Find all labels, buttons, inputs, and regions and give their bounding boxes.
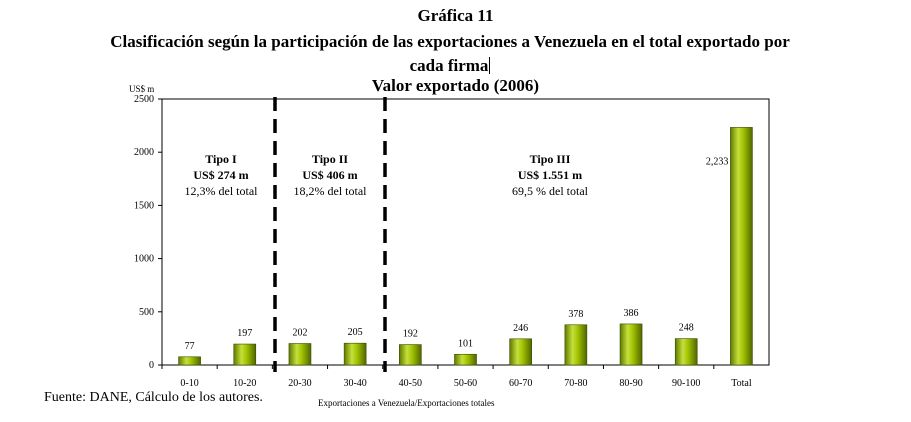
bar-value-label: 205 bbox=[348, 327, 363, 338]
bar bbox=[399, 344, 422, 366]
group-share: 69,5 % del total bbox=[512, 184, 589, 198]
bar bbox=[509, 338, 532, 366]
bar bbox=[674, 338, 698, 366]
group-share: 12,3% del total bbox=[185, 184, 259, 198]
group-name: Tipo I bbox=[205, 152, 237, 166]
bar-value-label: 192 bbox=[403, 329, 418, 340]
group-value: US$ 274 m bbox=[193, 168, 248, 182]
bar-value-label: 2,233 bbox=[706, 156, 729, 167]
x-tick-label: 50-60 bbox=[454, 378, 477, 389]
bar bbox=[288, 343, 312, 366]
x-tick-label: 60-70 bbox=[509, 378, 532, 389]
bar-value-label: 77 bbox=[185, 341, 195, 352]
x-tick-label: 30-40 bbox=[343, 378, 366, 389]
bar-value-label: 386 bbox=[624, 308, 639, 319]
y-axis-label: US$ m bbox=[129, 84, 154, 94]
bar-value-label: 202 bbox=[292, 328, 307, 339]
x-axis-label: Exportaciones a Venezuela/Exportaciones … bbox=[318, 398, 495, 408]
x-tick-label: 0-10 bbox=[180, 378, 198, 389]
source-note: Fuente: DANE, Cálculo de los autores. bbox=[44, 390, 263, 405]
x-tick-label: 70-80 bbox=[564, 378, 587, 389]
y-tick-label: 1500 bbox=[134, 200, 154, 211]
y-tick-label: 0 bbox=[149, 360, 154, 371]
group-name: Tipo II bbox=[312, 152, 348, 166]
x-tick-label: Total bbox=[731, 378, 752, 389]
group-value: US$ 406 m bbox=[302, 168, 357, 182]
bar-value-label: 248 bbox=[679, 323, 694, 334]
x-tick-label: 10-20 bbox=[233, 378, 256, 389]
text-cursor bbox=[489, 57, 491, 74]
chart-title-line2-text: cada firma bbox=[409, 56, 489, 75]
bar bbox=[454, 353, 477, 366]
y-tick-label: 2000 bbox=[134, 147, 154, 158]
bar bbox=[619, 323, 643, 366]
y-tick-label: 1000 bbox=[134, 254, 154, 265]
group-share: 18,2% del total bbox=[294, 184, 368, 198]
bar bbox=[178, 356, 201, 366]
x-tick-label: 40-50 bbox=[399, 378, 422, 389]
y-tick-label: 500 bbox=[139, 307, 154, 318]
bar-value-label: 246 bbox=[513, 323, 528, 334]
chart-number-title: Gráfica 11 bbox=[417, 6, 494, 25]
chart-subtitle: Valor exportado (2006) bbox=[371, 76, 540, 95]
bar bbox=[233, 343, 257, 366]
bar-value-label: 197 bbox=[237, 328, 252, 339]
bar-value-label: 378 bbox=[568, 309, 583, 320]
x-tick-label: 20-30 bbox=[288, 378, 311, 389]
bar-value-label: 101 bbox=[458, 338, 473, 349]
x-tick-label: 80-90 bbox=[619, 378, 642, 389]
bar bbox=[343, 342, 367, 366]
chart-title-line1: Clasificación según la participación de … bbox=[110, 32, 790, 51]
bar bbox=[730, 127, 753, 366]
group-name: Tipo III bbox=[530, 152, 571, 166]
bar bbox=[564, 324, 588, 366]
chart-title-line2: cada firma bbox=[30, 56, 870, 76]
group-value: US$ 1.551 m bbox=[518, 168, 582, 182]
y-tick-label: 2500 bbox=[134, 94, 154, 105]
x-tick-label: 90-100 bbox=[672, 378, 700, 389]
